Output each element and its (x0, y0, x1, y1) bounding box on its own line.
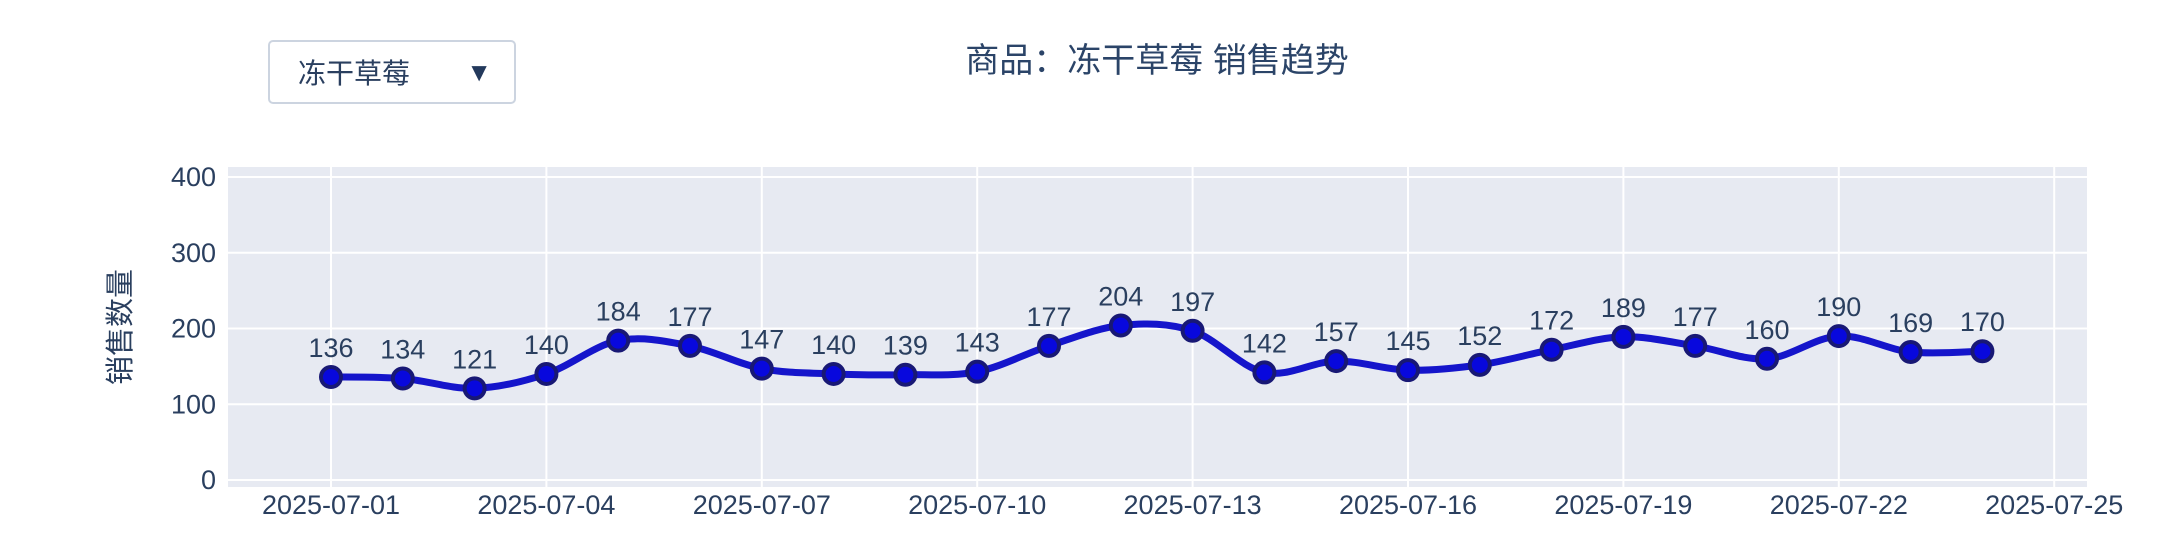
data-point-marker[interactable] (1467, 352, 1492, 377)
data-point-label: 190 (1816, 292, 1861, 322)
x-tick-label: 2025-07-01 (262, 490, 400, 520)
data-point-label: 142 (1242, 328, 1287, 358)
data-point-marker[interactable] (534, 361, 559, 386)
data-point-label: 197 (1170, 287, 1215, 317)
data-point-marker[interactable] (821, 361, 846, 386)
data-point-label: 134 (380, 334, 425, 364)
data-point-label: 172 (1529, 306, 1574, 336)
y-tick-label: 0 (201, 465, 216, 495)
y-tick-label: 400 (171, 162, 216, 192)
product-select[interactable]: 冻干草莓 ▼ (268, 40, 516, 104)
x-tick-label: 2025-07-19 (1554, 490, 1692, 520)
x-tick-label: 2025-07-13 (1124, 490, 1262, 520)
data-point-marker[interactable] (1396, 358, 1420, 383)
data-point-label: 177 (1026, 302, 1071, 332)
data-point-label: 152 (1457, 321, 1502, 351)
data-point-label: 160 (1744, 315, 1789, 345)
data-point-marker[interactable] (390, 366, 415, 391)
y-axis-title: 销售数量 (104, 269, 137, 385)
data-point-label: 170 (1960, 307, 2005, 337)
y-tick-label: 300 (171, 238, 216, 268)
chart-title: 商品：冻干草莓 销售趋势 (965, 42, 1349, 80)
data-point-marker[interactable] (1037, 333, 1061, 358)
data-point-label: 157 (1314, 317, 1359, 347)
data-point-marker[interactable] (1898, 339, 1923, 364)
data-point-marker[interactable] (1826, 324, 1851, 349)
data-point-label: 121 (452, 344, 497, 374)
data-point-marker[interactable] (606, 328, 631, 353)
product-select-value: 冻干草莓 (298, 58, 411, 89)
x-tick-label: 2025-07-22 (1770, 490, 1908, 520)
data-point-marker[interactable] (678, 333, 702, 358)
data-point-marker[interactable] (1970, 339, 1995, 364)
x-tick-label: 2025-07-10 (908, 490, 1046, 520)
x-tick-label: 2025-07-25 (1985, 490, 2123, 520)
data-point-marker[interactable] (749, 356, 774, 381)
data-point-label: 177 (1673, 302, 1718, 332)
data-point-marker[interactable] (1755, 346, 1779, 371)
data-point-label: 145 (1385, 326, 1430, 356)
data-point-marker[interactable] (1324, 349, 1349, 374)
data-point-marker[interactable] (1108, 313, 1133, 338)
data-point-marker[interactable] (1611, 324, 1636, 349)
data-point-marker[interactable] (965, 359, 990, 384)
y-tick-label: 200 (171, 314, 216, 344)
data-point-label: 169 (1888, 308, 1933, 338)
data-point-label: 147 (739, 325, 784, 355)
data-point-label: 177 (667, 302, 712, 332)
data-point-marker[interactable] (1180, 318, 1205, 343)
y-tick-label: 100 (171, 389, 216, 419)
data-point-label: 136 (308, 333, 353, 363)
x-tick-label: 2025-07-04 (477, 490, 615, 520)
data-point-marker[interactable] (462, 376, 487, 401)
x-tick-label: 2025-07-07 (693, 490, 831, 520)
data-point-marker[interactable] (319, 364, 343, 389)
data-point-marker[interactable] (1252, 360, 1277, 385)
data-point-label: 204 (1098, 281, 1143, 311)
data-point-label: 189 (1601, 293, 1646, 323)
data-point-label: 139 (883, 331, 928, 361)
chevron-down-icon: ▼ (466, 57, 492, 87)
data-point-label: 143 (955, 328, 1000, 358)
data-point-label: 184 (596, 297, 641, 327)
data-point-marker[interactable] (893, 362, 918, 387)
x-tick-label: 2025-07-16 (1339, 490, 1477, 520)
data-point-marker[interactable] (1539, 337, 1564, 362)
data-point-label: 140 (811, 330, 856, 360)
data-point-marker[interactable] (1683, 333, 1708, 358)
data-point-label: 140 (524, 330, 569, 360)
